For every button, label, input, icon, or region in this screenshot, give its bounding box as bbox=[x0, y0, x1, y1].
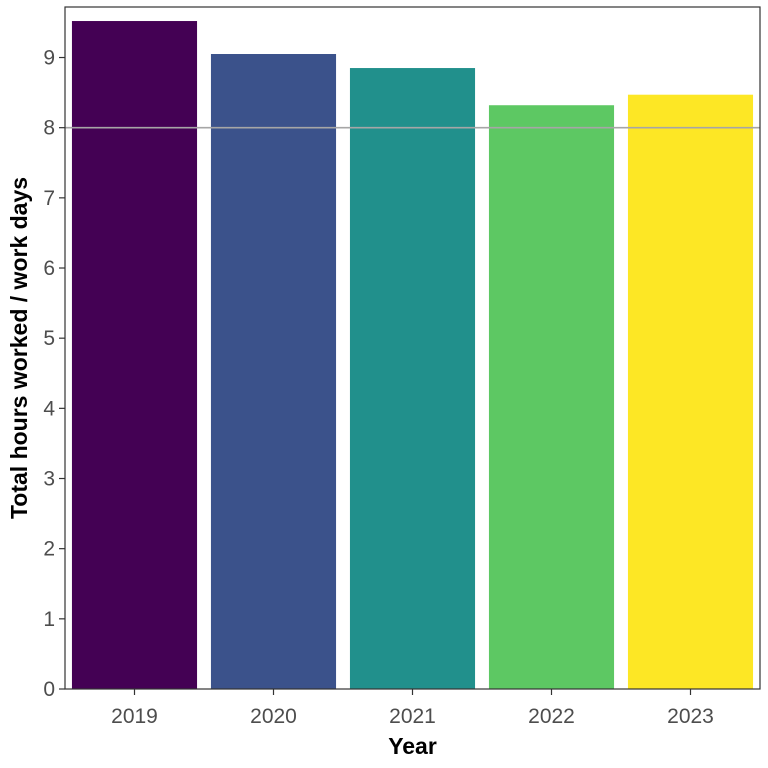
y-tick-label: 2 bbox=[43, 538, 55, 561]
bar-2023 bbox=[627, 94, 754, 690]
x-tick-label: 2022 bbox=[528, 705, 575, 728]
bar-2019 bbox=[71, 21, 198, 690]
bar-2021 bbox=[349, 68, 476, 689]
y-tick-label: 1 bbox=[43, 608, 55, 631]
y-tick-label: 0 bbox=[43, 678, 55, 701]
x-tick-label: 2019 bbox=[111, 705, 158, 728]
x-axis-title: Year bbox=[388, 733, 437, 759]
x-tick-label: 2021 bbox=[389, 705, 436, 728]
y-tick-label: 7 bbox=[43, 187, 55, 210]
x-tick-label: 2023 bbox=[667, 705, 714, 728]
y-tick-label: 3 bbox=[43, 468, 55, 491]
y-tick-label: 9 bbox=[43, 47, 55, 70]
x-axis: 2019 2020 2021 2022 2023 bbox=[111, 689, 714, 728]
bars-group bbox=[71, 21, 754, 690]
y-tick-label: 5 bbox=[43, 327, 55, 350]
y-tick-label: 6 bbox=[43, 257, 55, 280]
y-axis-title: Total hours worked / work days bbox=[6, 177, 32, 519]
y-axis: 0 1 2 3 4 5 6 7 8 9 bbox=[43, 47, 65, 701]
y-tick-label: 4 bbox=[43, 397, 55, 420]
y-tick-label: 8 bbox=[43, 117, 55, 140]
x-tick-label: 2020 bbox=[250, 705, 297, 728]
bar-2022 bbox=[488, 105, 615, 689]
bar-2020 bbox=[210, 54, 337, 689]
